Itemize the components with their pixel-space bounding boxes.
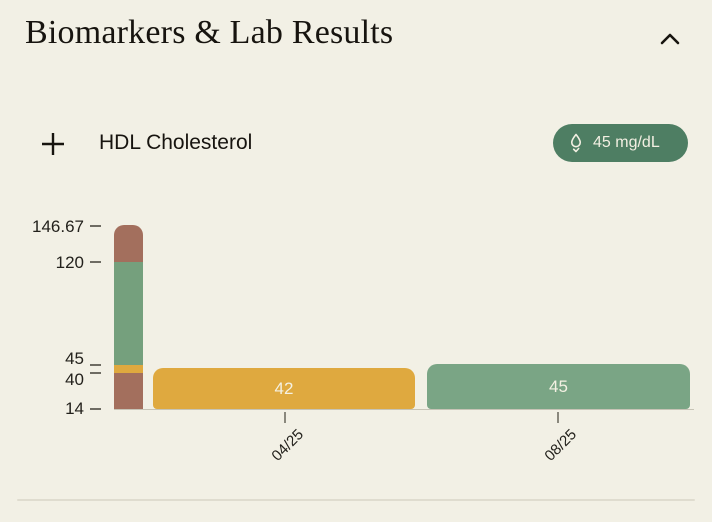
add-biomarker-button[interactable]	[38, 129, 68, 159]
x-axis-label: 08/25	[541, 426, 581, 465]
reference-range-bar	[114, 225, 143, 409]
y-axis-tick	[90, 408, 101, 410]
y-axis-label: 146.67	[32, 217, 84, 236]
plus-icon	[39, 130, 67, 158]
y-axis-label: 40	[65, 370, 84, 389]
section-divider	[17, 499, 695, 501]
range-segment-optimal	[114, 262, 143, 365]
x-axis-label: 04/25	[268, 426, 308, 465]
bar-04-25[interactable]: 42	[153, 368, 415, 409]
bar-value-label: 45	[549, 376, 568, 396]
y-axis-label: 14	[65, 399, 84, 418]
y-axis-label: 45	[65, 349, 84, 368]
bar-08-25[interactable]: 45	[427, 364, 690, 409]
page-title: Biomarkers & Lab Results	[25, 14, 394, 51]
biomarker-name: HDL Cholesterol	[99, 131, 253, 154]
x-axis-tick	[557, 412, 559, 423]
x-axis-tick	[284, 412, 286, 423]
y-axis-label: 120	[55, 253, 84, 272]
range-segment-above	[114, 225, 143, 262]
droplet-sync-icon	[566, 132, 586, 154]
y-axis-tick	[90, 372, 101, 374]
range-segment-borderline	[114, 365, 143, 373]
x-axis-line	[114, 409, 694, 410]
collapse-section-button[interactable]	[654, 24, 686, 52]
latest-value-badge[interactable]: 45 mg/dL	[553, 124, 688, 162]
y-axis-tick	[90, 261, 101, 263]
latest-value-label: 45 mg/dL	[593, 134, 660, 151]
chevron-up-icon	[659, 32, 681, 45]
y-axis-tick	[90, 364, 101, 366]
y-axis-tick	[90, 225, 101, 227]
range-segment-below	[114, 373, 143, 409]
bar-value-label: 42	[274, 378, 294, 398]
